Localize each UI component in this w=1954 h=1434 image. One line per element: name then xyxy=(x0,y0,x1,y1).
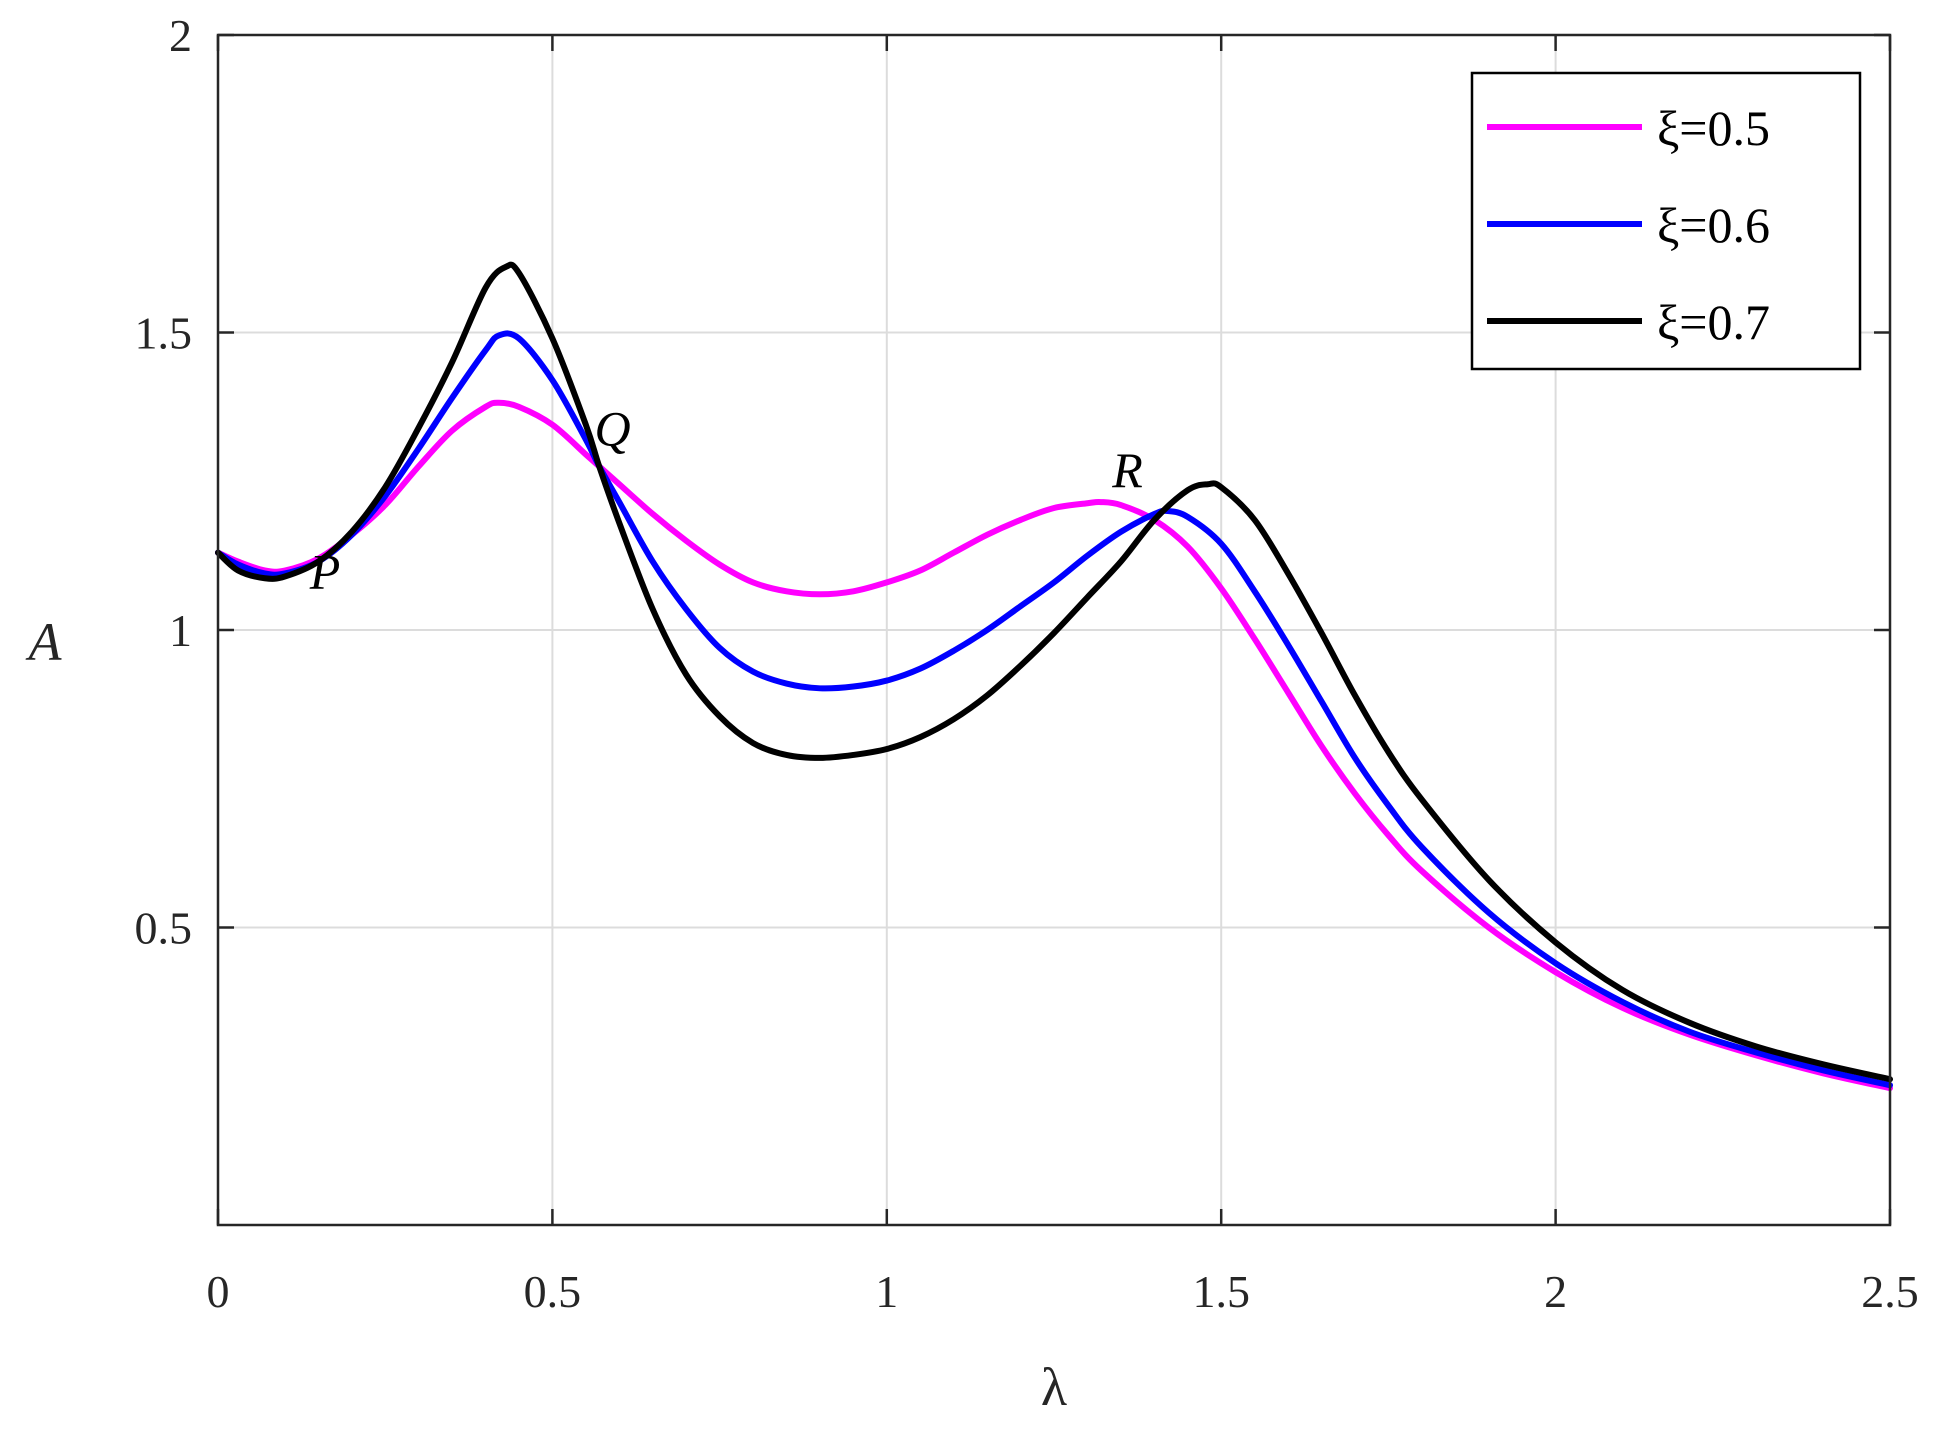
annotation-q: Q xyxy=(595,401,631,457)
x-axis-label: λ xyxy=(1041,1357,1067,1417)
series-line-3 xyxy=(215,261,1893,1083)
x-tick-label: 1 xyxy=(875,1266,898,1317)
x-tick-label: 2.5 xyxy=(1861,1266,1919,1317)
series-line-1 xyxy=(215,399,1893,1092)
y-tick-label: 0.5 xyxy=(135,903,193,954)
y-axis-label: A xyxy=(26,612,63,672)
annotations: P Q R xyxy=(309,401,1143,600)
x-tick-label: 1.5 xyxy=(1192,1266,1250,1317)
y-tick-label: 1.5 xyxy=(135,308,193,359)
y-tick-label: 2 xyxy=(169,10,192,61)
series-line-2 xyxy=(215,330,1893,1089)
annotation-r: R xyxy=(1111,442,1143,498)
y-tick-label: 1 xyxy=(169,605,192,656)
axis-ticks: 0 0.5 1 1.5 2 2.5 0.5 1 1.5 2 xyxy=(135,10,1919,1317)
legend-label-1: ξ=0.5 xyxy=(1657,100,1770,156)
legend: ξ=0.5 ξ=0.6 ξ=0.7 xyxy=(1470,71,1862,371)
annotation-p: P xyxy=(309,543,341,599)
legend-label-2: ξ=0.6 xyxy=(1657,197,1770,253)
x-tick-label: 0.5 xyxy=(524,1266,582,1317)
series-lines xyxy=(215,261,1893,1092)
x-tick-label: 0 xyxy=(207,1266,230,1317)
x-tick-label: 2 xyxy=(1544,1266,1567,1317)
legend-label-3: ξ=0.7 xyxy=(1657,294,1770,350)
